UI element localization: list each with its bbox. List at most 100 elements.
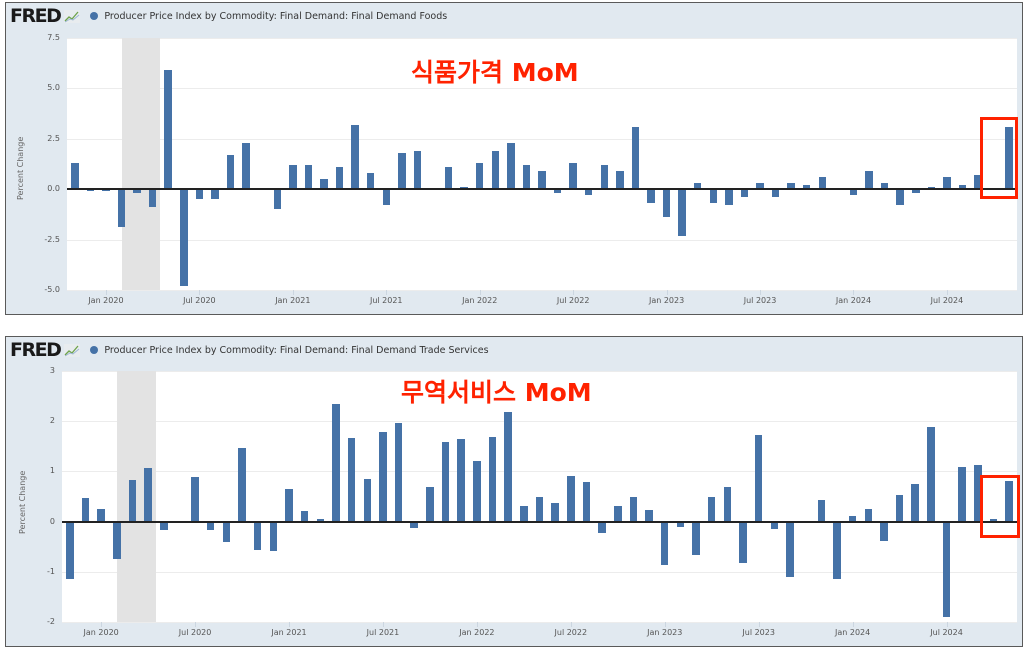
data-bar[interactable]: [304, 165, 313, 190]
data-bar[interactable]: [538, 171, 546, 190]
data-bar[interactable]: [535, 497, 544, 522]
data-bar[interactable]: [195, 189, 204, 200]
data-bar[interactable]: [864, 508, 872, 522]
data-bar[interactable]: [911, 483, 919, 522]
data-bar[interactable]: [285, 489, 293, 522]
data-bar[interactable]: [117, 189, 126, 228]
data-bar[interactable]: [253, 521, 262, 550]
data-bar[interactable]: [128, 480, 137, 522]
data-bar[interactable]: [491, 150, 499, 190]
data-bar[interactable]: [473, 460, 481, 522]
data-bar[interactable]: [833, 521, 841, 580]
data-bar[interactable]: [647, 189, 655, 204]
data-bar[interactable]: [289, 165, 297, 190]
data-bar[interactable]: [269, 521, 278, 551]
data-bar[interactable]: [974, 465, 982, 522]
data-bar[interactable]: [148, 189, 157, 208]
data-bar[interactable]: [880, 521, 888, 542]
data-bar[interactable]: [379, 431, 387, 522]
data-bar[interactable]: [754, 434, 763, 522]
data-bar[interactable]: [616, 171, 624, 190]
data-bar[interactable]: [160, 521, 168, 530]
data-bar[interactable]: [81, 497, 90, 522]
data-bar[interactable]: [912, 189, 920, 194]
data-bar[interactable]: [895, 495, 904, 522]
data-bar[interactable]: [144, 467, 152, 522]
data-bar[interactable]: [211, 189, 219, 200]
data-bar[interactable]: [662, 189, 671, 218]
data-bar[interactable]: [164, 70, 172, 190]
data-bar[interactable]: [676, 521, 685, 527]
data-bar[interactable]: [678, 189, 686, 236]
data-bar[interactable]: [444, 167, 453, 190]
data-bar[interactable]: [335, 167, 344, 190]
data-bar[interactable]: [896, 189, 904, 206]
data-bar[interactable]: [598, 521, 606, 533]
data-bar[interactable]: [629, 496, 638, 522]
data-bar[interactable]: [787, 183, 795, 190]
data-bar[interactable]: [1005, 480, 1013, 522]
data-bar[interactable]: [488, 436, 497, 522]
data-bar[interactable]: [522, 165, 531, 190]
data-bar[interactable]: [771, 189, 780, 198]
fred-logo[interactable]: FRED: [10, 339, 62, 361]
data-bar[interactable]: [927, 187, 936, 190]
data-bar[interactable]: [756, 183, 764, 190]
data-bar[interactable]: [942, 521, 951, 617]
data-bar[interactable]: [725, 189, 733, 206]
data-bar[interactable]: [692, 521, 700, 556]
data-bar[interactable]: [709, 189, 718, 204]
data-bar[interactable]: [133, 189, 141, 194]
data-bar[interactable]: [958, 185, 967, 190]
data-bar[interactable]: [113, 521, 121, 560]
data-bar[interactable]: [645, 510, 653, 522]
data-bar[interactable]: [191, 477, 199, 522]
data-bar[interactable]: [71, 162, 79, 190]
data-bar[interactable]: [880, 183, 889, 190]
data-bar[interactable]: [943, 177, 951, 190]
data-bar[interactable]: [320, 179, 328, 190]
data-bar[interactable]: [551, 502, 559, 522]
series-title[interactable]: Producer Price Index by Commodity: Final…: [104, 10, 448, 22]
data-bar[interactable]: [102, 189, 110, 192]
data-bar[interactable]: [460, 187, 468, 190]
data-bar[interactable]: [582, 482, 591, 522]
data-bar[interactable]: [739, 521, 747, 563]
data-bar[interactable]: [457, 439, 465, 522]
data-bar[interactable]: [441, 442, 450, 522]
data-bar[interactable]: [426, 486, 434, 522]
data-bar[interactable]: [569, 162, 577, 190]
data-bar[interactable]: [740, 189, 749, 198]
data-bar[interactable]: [865, 171, 873, 190]
data-bar[interactable]: [273, 189, 281, 210]
data-bar[interactable]: [97, 509, 105, 522]
data-bar[interactable]: [316, 518, 325, 522]
data-bar[interactable]: [86, 189, 95, 192]
data-bar[interactable]: [347, 438, 356, 522]
data-bar[interactable]: [818, 177, 827, 190]
data-bar[interactable]: [507, 142, 515, 190]
data-bar[interactable]: [382, 189, 390, 206]
data-bar[interactable]: [553, 189, 562, 194]
data-bar[interactable]: [238, 448, 246, 522]
data-bar[interactable]: [694, 183, 702, 190]
data-bar[interactable]: [351, 124, 359, 190]
data-bar[interactable]: [660, 521, 669, 566]
data-bar[interactable]: [958, 466, 966, 522]
data-bar[interactable]: [398, 152, 406, 190]
data-bar[interactable]: [475, 162, 484, 190]
data-bar[interactable]: [974, 175, 982, 190]
data-bar[interactable]: [366, 173, 375, 190]
data-bar[interactable]: [989, 518, 998, 522]
data-bar[interactable]: [584, 189, 593, 196]
data-bar[interactable]: [600, 165, 609, 190]
data-bar[interactable]: [504, 412, 512, 522]
data-bar[interactable]: [707, 497, 716, 522]
data-bar[interactable]: [567, 476, 575, 522]
data-bar[interactable]: [631, 126, 640, 190]
data-bar[interactable]: [300, 510, 309, 522]
data-bar[interactable]: [849, 189, 858, 196]
data-bar[interactable]: [817, 500, 826, 522]
data-bar[interactable]: [332, 403, 340, 522]
data-bar[interactable]: [786, 521, 794, 577]
